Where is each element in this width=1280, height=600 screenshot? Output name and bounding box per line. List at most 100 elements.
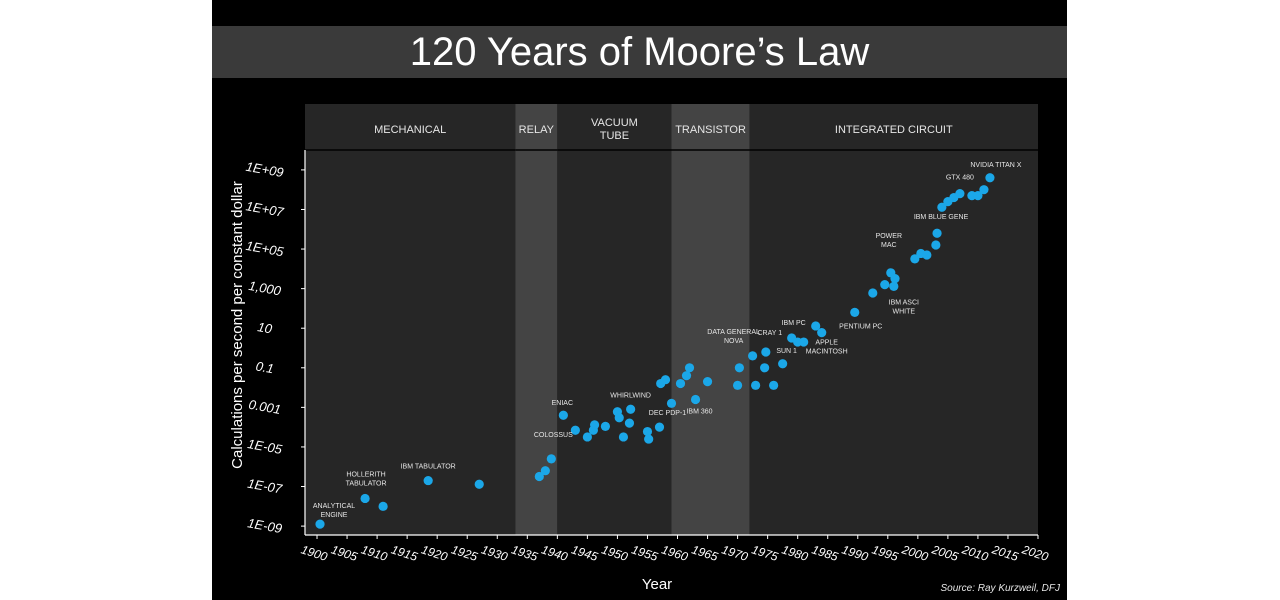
data-point	[315, 519, 325, 529]
data-point	[811, 321, 821, 331]
y-tick-label: 0.001	[247, 397, 282, 417]
data-point	[979, 185, 989, 195]
era-label-mechanical: MECHANICAL	[374, 124, 446, 136]
data-point	[624, 418, 635, 428]
x-tick-label: 1980	[780, 542, 810, 564]
x-tick-label: 1915	[390, 542, 420, 564]
point-label-power-mac: POWER MAC	[876, 233, 902, 249]
data-point	[922, 250, 932, 260]
point-label-ibm-asci-white: IBM ASCI WHITE	[889, 299, 919, 315]
data-point	[666, 398, 677, 408]
x-tick-label: 1910	[359, 542, 389, 564]
x-tick-label: 1985	[810, 542, 840, 564]
data-point	[540, 466, 550, 476]
data-point	[690, 394, 701, 405]
data-point	[931, 240, 941, 250]
x-tick-label: 1900	[299, 542, 329, 564]
data-point	[660, 375, 671, 385]
x-tick-label: 1950	[600, 542, 630, 564]
x-tick-label: 1930	[480, 542, 510, 564]
era-band-mechanical	[305, 104, 516, 535]
point-label-cray-1: CRAY 1	[758, 330, 783, 337]
point-label-dec-pdp-1: DEC PDP-1	[649, 410, 686, 417]
x-tick-label: 1970	[720, 542, 750, 564]
y-tick-label: 1E-05	[246, 436, 284, 457]
data-point	[778, 359, 788, 369]
data-point	[618, 432, 629, 442]
point-label-whirlwind: WHIRLWIND	[610, 392, 651, 399]
data-point	[868, 288, 878, 298]
data-point	[570, 425, 580, 435]
data-point	[890, 274, 900, 284]
x-tick-label: 1905	[329, 542, 359, 564]
data-point	[910, 254, 920, 264]
data-point	[880, 279, 890, 290]
y-tick-label: 10	[256, 319, 274, 336]
era-band-vacuum-tube	[557, 104, 672, 535]
data-point	[546, 454, 556, 464]
data-point	[760, 363, 770, 373]
data-point	[360, 493, 370, 504]
x-tick-label: 1990	[840, 542, 870, 564]
data-point	[761, 347, 771, 357]
data-point	[423, 475, 433, 486]
x-tick-label: 2005	[929, 542, 960, 564]
data-point	[558, 410, 568, 420]
point-label-sun-1: SUN 1	[776, 348, 797, 355]
y-tick-label: 1,000	[247, 278, 282, 299]
data-point	[769, 380, 779, 390]
data-point	[799, 337, 809, 347]
chart-title: 120 Years of Moore’s Law	[409, 30, 870, 74]
data-point	[614, 413, 624, 423]
x-tick-label: 2015	[989, 542, 1020, 564]
y-axis-label: Calculations per second per constant dol…	[229, 181, 246, 469]
era-label-integrated-circuit: INTEGRATED CIRCUIT	[835, 124, 953, 136]
y-tick-label: 1E+07	[245, 198, 286, 219]
data-point	[642, 426, 653, 437]
x-tick-label: 2020	[1019, 542, 1050, 564]
point-label-gtx-480: GTX 480	[946, 175, 974, 182]
x-tick-label: 1975	[750, 542, 780, 564]
data-point	[378, 501, 388, 511]
point-label-ibm-blue-gene: IBM BLUE GENE	[914, 214, 969, 221]
point-label-ibm-tabulator: IBM TABULATOR	[401, 464, 456, 471]
x-tick-label: 1965	[690, 542, 720, 564]
era-label-relay: RELAY	[519, 124, 555, 136]
x-tick-label: 1925	[450, 542, 480, 564]
data-point	[817, 328, 827, 338]
x-tick-label: 1940	[540, 542, 570, 564]
era-band-relay	[515, 104, 558, 535]
x-tick-label: 2010	[959, 542, 990, 564]
slide: 120 Years of Moore’s Law MECHANICAL RELAY…	[212, 0, 1067, 600]
x-tick-label: 1935	[510, 542, 540, 564]
point-label-apple-macintosh: APPLE MACINTOSH	[806, 340, 848, 356]
era-label-vacuum-tube: VACUUM TUBE	[591, 117, 638, 142]
x-tick-label: 2000	[899, 542, 930, 564]
point-label-ibm-pc: IBM PC	[782, 320, 806, 327]
data-point	[850, 307, 860, 317]
point-label-ibm-360: IBM 360	[686, 408, 712, 415]
point-label-pentium-pc: PENTIUM PC	[839, 323, 882, 330]
x-tick-label: 1995	[870, 542, 900, 564]
x-tick-label: 1945	[570, 542, 600, 564]
x-tick-label: 1920	[420, 542, 450, 564]
x-axis-label: Year	[642, 576, 672, 593]
y-tick-label: 1E-07	[246, 476, 284, 497]
data-point	[748, 351, 758, 361]
y-tick-label: 1E+09	[245, 159, 285, 180]
data-point	[675, 378, 686, 389]
era-band-transistor	[671, 104, 750, 535]
data-point	[654, 422, 665, 432]
point-label-hollerith-tabulator: HOLLERITH TABULATOR	[346, 471, 387, 487]
y-tick-label: 1E+05	[245, 238, 286, 259]
data-point	[600, 421, 611, 431]
data-point	[732, 380, 743, 390]
point-label-colossus: COLOSSUS	[534, 432, 573, 439]
y-tick-label: 0.1	[255, 358, 275, 376]
y-tick-label: 1E-09	[246, 515, 283, 536]
data-point	[681, 371, 692, 381]
data-point	[582, 432, 592, 442]
title-bar: 120 Years of Moore’s Law	[212, 26, 1067, 78]
data-point	[751, 380, 761, 390]
era-label-transistor: TRANSISTOR	[675, 124, 746, 136]
